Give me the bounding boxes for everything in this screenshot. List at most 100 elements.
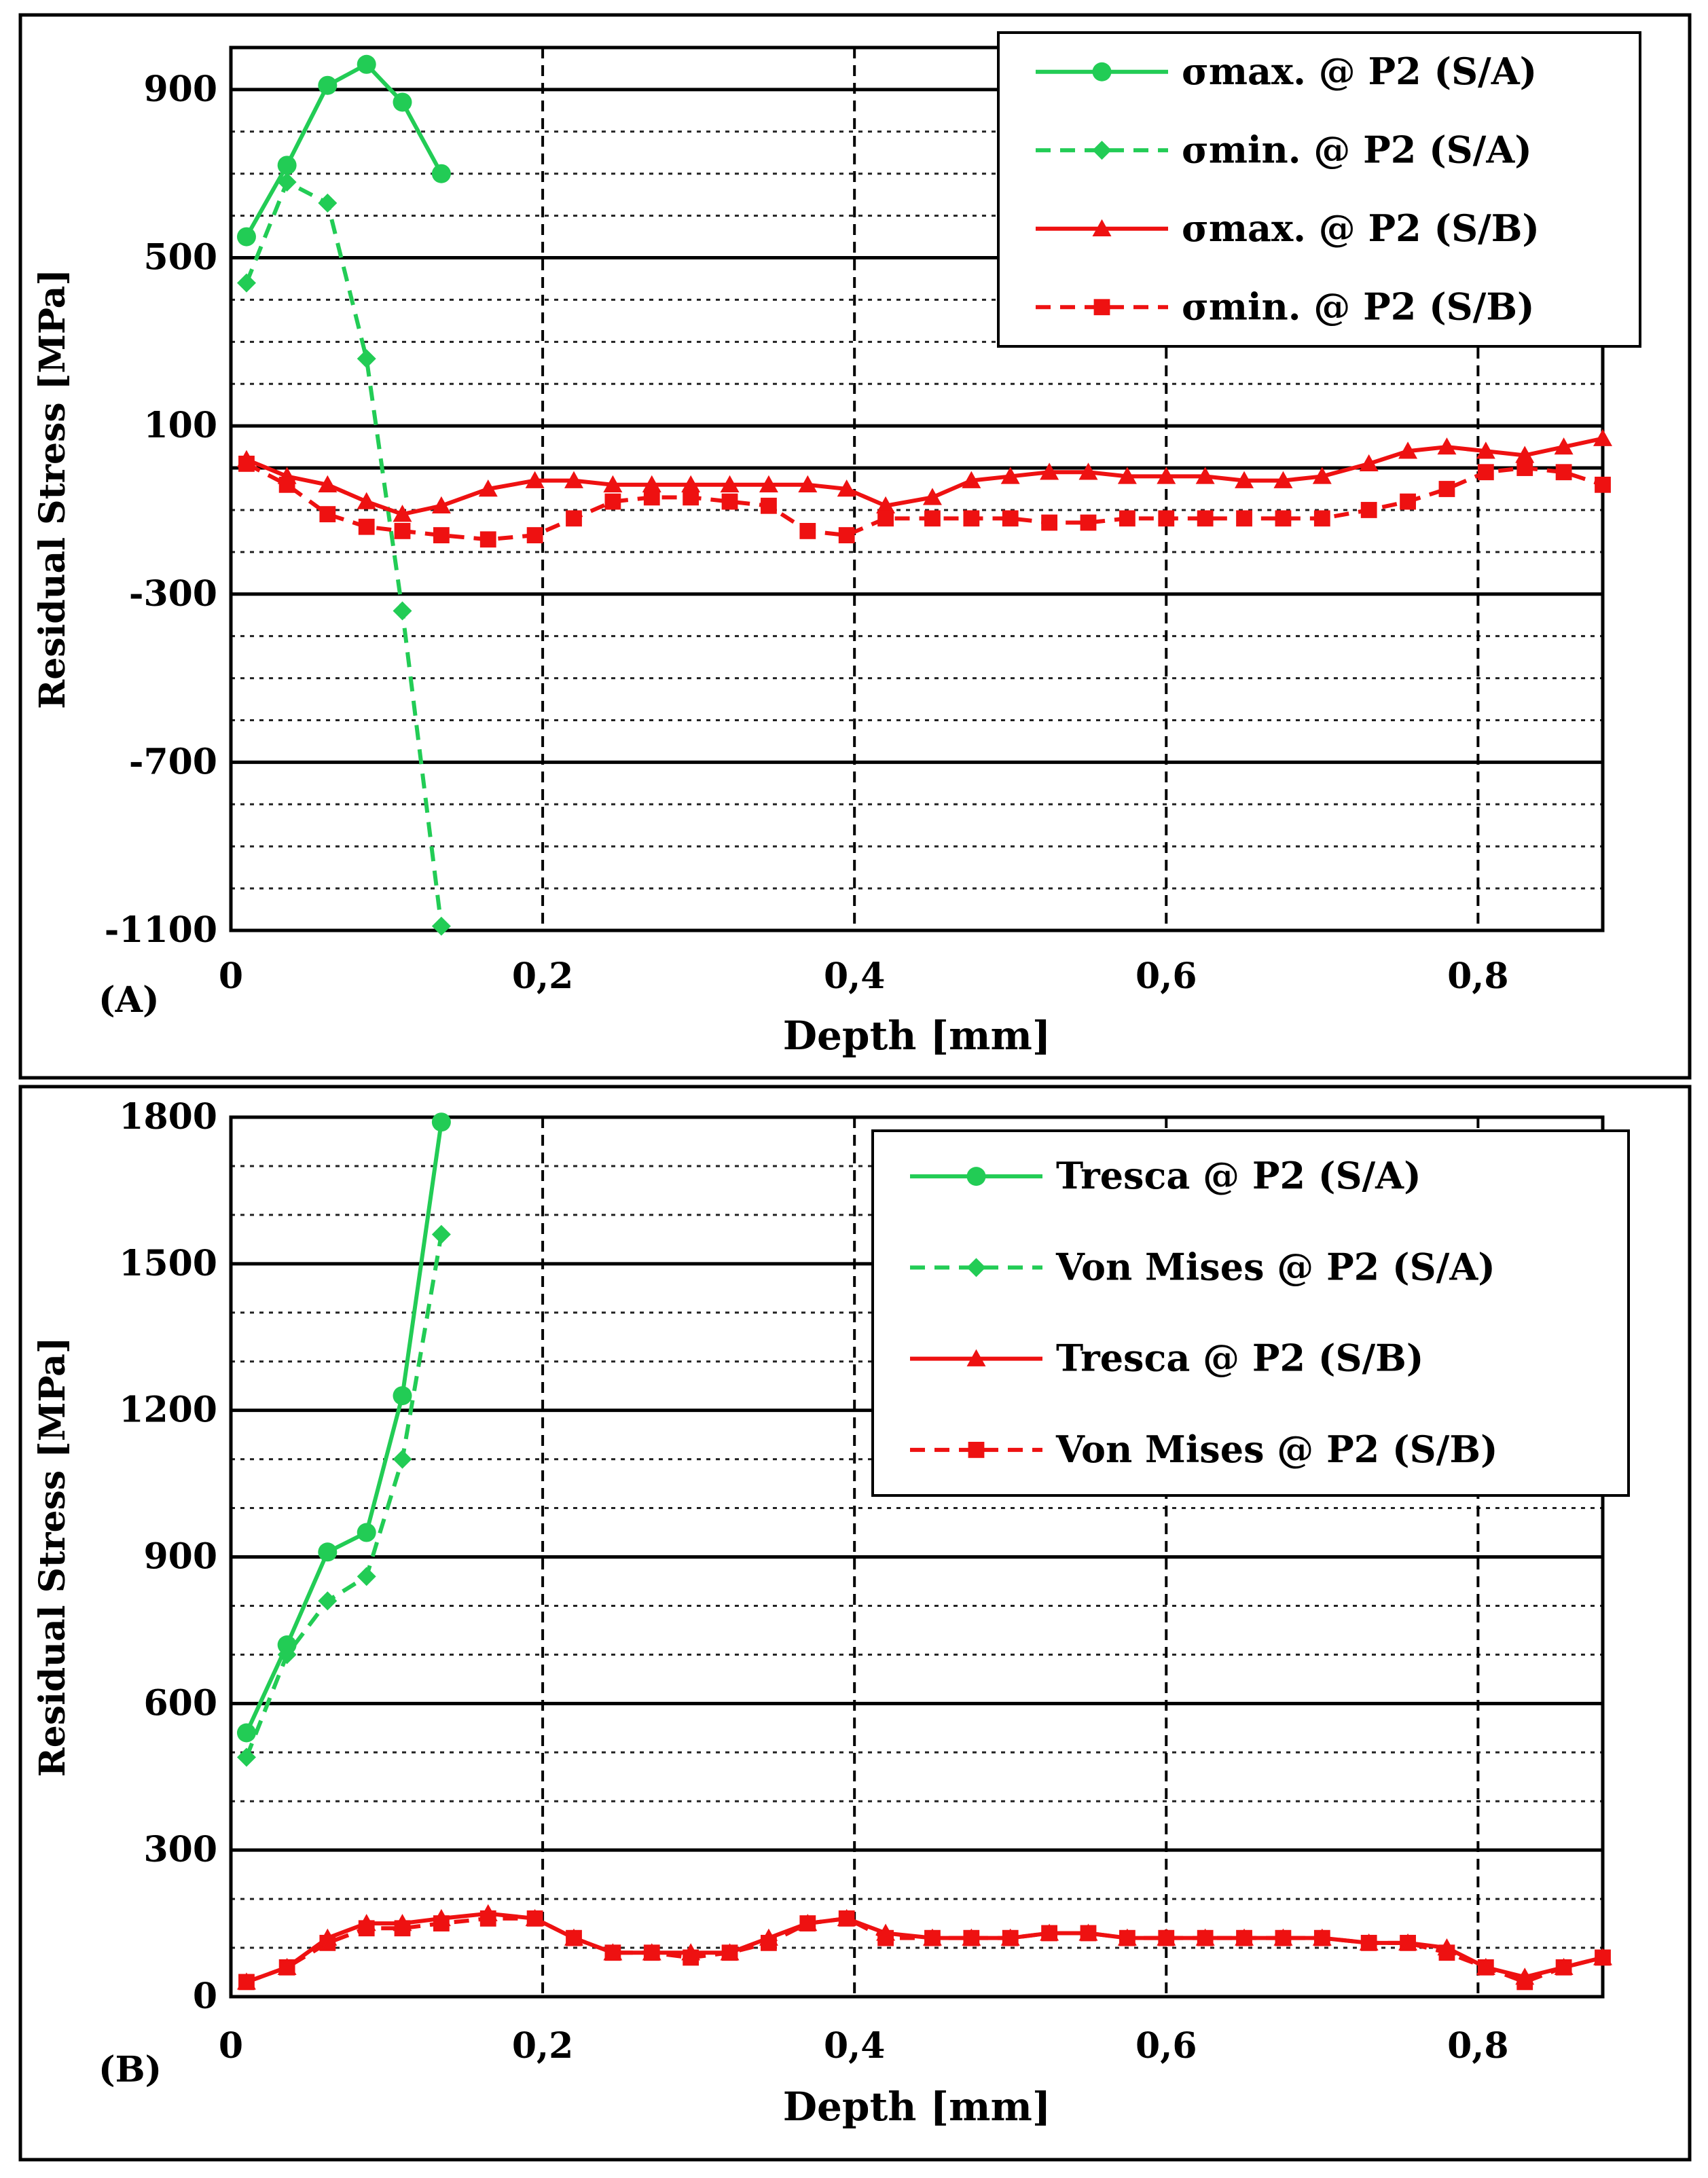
data-point	[1119, 1929, 1135, 1946]
data-point	[962, 471, 981, 488]
data-point	[1117, 467, 1137, 484]
data-point	[761, 497, 777, 514]
data-point	[1195, 467, 1215, 484]
x-tick-label: 0,4	[824, 2025, 885, 2067]
data-point	[1158, 1929, 1175, 1946]
data-point	[431, 916, 451, 936]
data-point	[1516, 460, 1533, 476]
legend-entry: Von Mises @ P2 (S/B)	[1055, 1428, 1498, 1471]
legend-marker	[1093, 299, 1110, 316]
data-point	[643, 489, 660, 506]
data-point	[642, 475, 661, 493]
data-point	[1360, 1934, 1377, 1951]
data-point	[393, 1449, 412, 1469]
series-line	[244, 62, 443, 238]
data-point	[431, 1224, 451, 1244]
data-point	[1040, 462, 1059, 480]
data-point	[394, 1920, 411, 1937]
series-1	[236, 1224, 451, 1767]
data-point	[1400, 493, 1416, 510]
series-0	[236, 1112, 451, 1743]
data-point	[1438, 481, 1455, 497]
data-point	[318, 75, 338, 95]
data-point	[604, 493, 621, 510]
data-point	[721, 1944, 738, 1961]
data-point	[603, 475, 623, 493]
data-point	[1002, 510, 1019, 527]
data-point	[278, 1959, 295, 1976]
data-point	[318, 1542, 338, 1562]
data-point	[431, 1112, 451, 1132]
data-point	[963, 510, 980, 527]
data-point	[683, 489, 699, 506]
panel-b: 0 300 600 900 1200 1500 1800 0 0,2 0,4 0,6 0,8 Depth…	[32, 1096, 1630, 2130]
data-point	[1477, 1959, 1494, 1976]
data-point	[1400, 1934, 1416, 1951]
data-point	[1000, 467, 1020, 484]
data-point	[1360, 502, 1377, 518]
y-tick-label: 300	[143, 1829, 217, 1870]
data-point	[877, 1929, 894, 1946]
data-point	[236, 1747, 256, 1767]
y-axis-label: Residual Stress [MPa]	[32, 269, 73, 709]
data-point	[1197, 510, 1214, 527]
data-point	[236, 273, 256, 293]
data-point	[1593, 429, 1612, 446]
y-tick-label: 0	[193, 1976, 217, 2017]
series-line	[244, 1121, 443, 1734]
data-point	[431, 496, 451, 513]
data-point	[278, 476, 295, 493]
data-point	[720, 475, 740, 493]
data-point	[1595, 476, 1611, 493]
series-3	[238, 1910, 1611, 1991]
data-point	[799, 1915, 816, 1931]
data-point	[1080, 514, 1097, 531]
data-point	[1275, 1929, 1292, 1946]
data-point	[837, 479, 856, 497]
data-point	[924, 510, 941, 527]
data-point	[358, 1920, 375, 1937]
data-point	[1555, 1959, 1572, 1976]
data-point	[1437, 437, 1457, 455]
x-tick-label: 0,8	[1447, 956, 1508, 997]
data-point	[877, 510, 894, 527]
data-point	[1313, 1929, 1330, 1946]
data-point	[1158, 510, 1175, 527]
data-point	[798, 475, 818, 493]
legend-marker	[966, 1349, 986, 1366]
data-point	[318, 475, 338, 493]
data-point	[1197, 1929, 1214, 1946]
data-point	[318, 194, 338, 213]
data-point	[1275, 510, 1292, 527]
data-point	[1477, 464, 1494, 481]
data-point	[1398, 441, 1418, 459]
y-tick-label: 500	[143, 237, 217, 278]
y-tick-label: 1800	[119, 1096, 217, 1138]
data-point	[1041, 514, 1058, 531]
y-tick-label: -300	[129, 573, 217, 615]
legend-entry: σmin. @ P2 (S/B)	[1182, 285, 1535, 328]
data-point	[1119, 510, 1135, 527]
data-point	[876, 496, 896, 513]
data-point	[1236, 1929, 1252, 1946]
y-tick-label: 1200	[119, 1390, 217, 1431]
data-point	[393, 92, 412, 112]
data-point	[357, 492, 376, 509]
data-point	[319, 1934, 336, 1951]
legend-entry: σmax. @ P2 (S/B)	[1182, 206, 1540, 250]
data-point	[643, 1944, 660, 1961]
y-tick-label: 1500	[119, 1243, 217, 1284]
data-point	[236, 227, 256, 247]
data-point	[1554, 437, 1574, 455]
y-tick-label: 100	[143, 405, 217, 446]
series-0	[236, 54, 451, 247]
x-tick-label: 0,8	[1447, 2025, 1508, 2067]
legend-box	[871, 1129, 1630, 1497]
data-point	[1438, 1944, 1455, 1961]
data-point	[431, 164, 451, 183]
data-point	[358, 518, 375, 535]
x-tick-label: 0,4	[824, 956, 885, 997]
data-point	[1273, 471, 1293, 488]
panel-label: (A)	[98, 979, 160, 1021]
